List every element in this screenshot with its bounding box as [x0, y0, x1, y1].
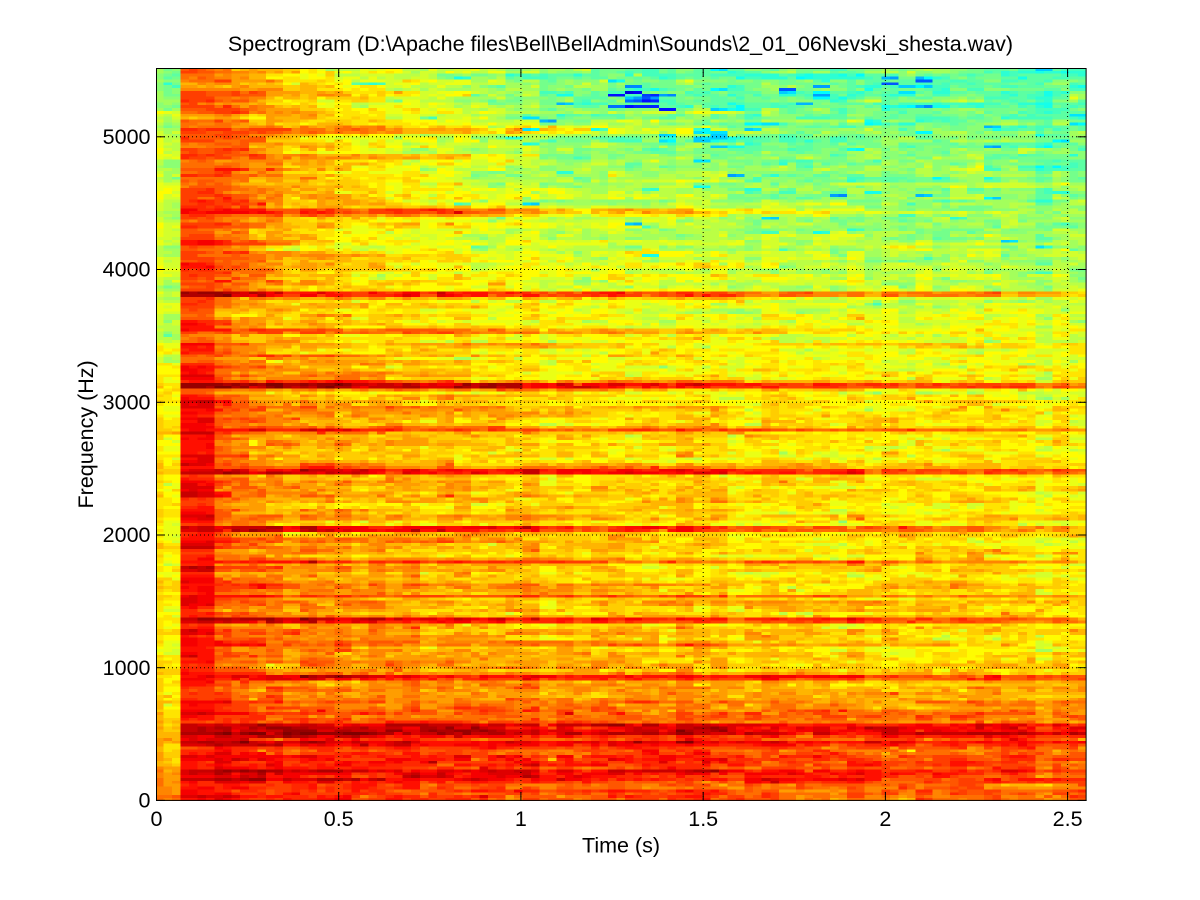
- svg-text:0: 0: [139, 789, 151, 813]
- svg-text:Spectrogram (D:\Apache files\B: Spectrogram (D:\Apache files\Bell\BellAd…: [228, 32, 1013, 56]
- svg-text:1000: 1000: [103, 656, 151, 680]
- svg-text:2000: 2000: [103, 523, 151, 547]
- svg-text:Frequency (Hz): Frequency (Hz): [74, 360, 98, 508]
- svg-text:0: 0: [151, 807, 163, 831]
- svg-text:0.5: 0.5: [324, 807, 354, 831]
- svg-text:2.5: 2.5: [1053, 807, 1083, 831]
- svg-text:Time (s): Time (s): [582, 834, 660, 858]
- svg-text:2: 2: [879, 807, 891, 831]
- svg-text:4000: 4000: [103, 258, 151, 282]
- svg-text:1.5: 1.5: [688, 807, 718, 831]
- svg-text:3000: 3000: [103, 391, 151, 415]
- svg-text:5000: 5000: [103, 125, 151, 149]
- svg-text:1: 1: [515, 807, 527, 831]
